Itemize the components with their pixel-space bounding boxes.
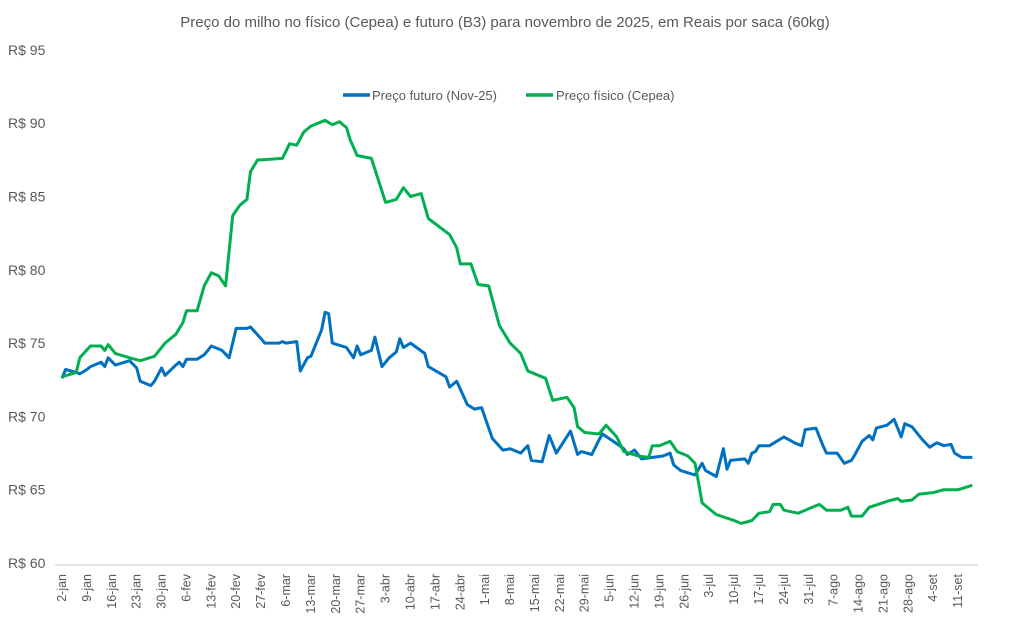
x-tick-label: 8-mai xyxy=(503,574,517,605)
x-tick-label: 1-mai xyxy=(478,574,492,605)
x-tick-label: 13-mar xyxy=(304,574,318,614)
x-tick-label: 17-jul xyxy=(752,574,766,605)
legend-label-fisico: Preço físico (Cepea) xyxy=(556,88,675,103)
x-tick-label: 12-jun xyxy=(628,574,642,609)
x-tick-label: 5-jun xyxy=(603,574,617,602)
y-tick-label: R$ 70 xyxy=(8,408,46,424)
x-tick-label: 15-mai xyxy=(528,574,542,612)
y-tick-label: R$ 90 xyxy=(8,115,46,131)
y-axis: R$ 60 R$ 65 R$ 70 R$ 75 R$ 80 R$ 85 R$ 90 R$ 95 xyxy=(8,42,46,571)
x-tick-label: 2-jan xyxy=(55,574,69,602)
x-tick-label: 22-mai xyxy=(553,574,567,612)
x-tick-label: 10-abr xyxy=(403,574,417,610)
x-tick-label: 14-ago xyxy=(852,574,866,613)
y-tick-label: R$ 80 xyxy=(8,262,46,278)
x-tick-label: 10-jul xyxy=(727,574,741,605)
y-tick-label: R$ 95 xyxy=(8,42,46,58)
legend-label-futuro: Preço futuro (Nov-25) xyxy=(372,88,497,103)
x-tick-label: 27-mar xyxy=(354,574,368,614)
x-tick-label: 29-mai xyxy=(578,574,592,612)
x-axis: 2-jan 9-jan 16-jan 23-jan 30-jan 6-fev 13-fev 2… xyxy=(55,573,965,613)
series-line-fisico xyxy=(61,118,973,525)
x-tick-label: 11-set xyxy=(951,573,965,607)
y-tick-label: R$ 65 xyxy=(8,482,46,498)
x-tick-label: 3-jul xyxy=(702,574,716,598)
x-tick-label: 16-jan xyxy=(105,574,119,609)
x-tick-label: 20-fev xyxy=(229,573,243,608)
legend: Preço futuro (Nov-25) Preço físico (Cepe… xyxy=(343,88,675,103)
series-line-futuro xyxy=(60,310,973,478)
x-tick-label: 6-fev xyxy=(179,573,193,602)
x-tick-label: 6-mar xyxy=(279,574,293,607)
x-tick-label: 31-jul xyxy=(802,574,816,605)
y-tick-label: R$ 60 xyxy=(8,555,46,571)
x-tick-label: 28-ago xyxy=(901,574,915,613)
chart-title: Preço do milho no físico (Cepea) e futur… xyxy=(180,14,830,31)
x-tick-label: 26-jun xyxy=(677,574,691,609)
x-tick-label: 13-fev xyxy=(204,573,218,608)
x-tick-label: 21-ago xyxy=(876,574,890,613)
x-tick-label: 17-abr xyxy=(428,574,442,610)
x-tick-label: 24-abr xyxy=(453,574,467,610)
series-lines xyxy=(60,118,973,525)
x-tick-label: 30-jan xyxy=(155,574,169,609)
x-tick-label: 7-ago xyxy=(827,574,841,606)
x-tick-label: 3-abr xyxy=(379,574,393,603)
x-tick-label: 9-jan xyxy=(80,574,94,602)
x-tick-label: 23-jan xyxy=(130,574,144,609)
x-tick-label: 24-jul xyxy=(777,574,791,605)
x-tick-label: 20-mar xyxy=(329,574,343,614)
y-tick-label: R$ 85 xyxy=(8,189,46,205)
y-tick-label: R$ 75 xyxy=(8,335,46,351)
x-tick-label: 27-fev xyxy=(254,573,268,608)
x-tick-label: 4-set xyxy=(926,573,940,601)
x-tick-label: 19-jun xyxy=(652,574,666,609)
